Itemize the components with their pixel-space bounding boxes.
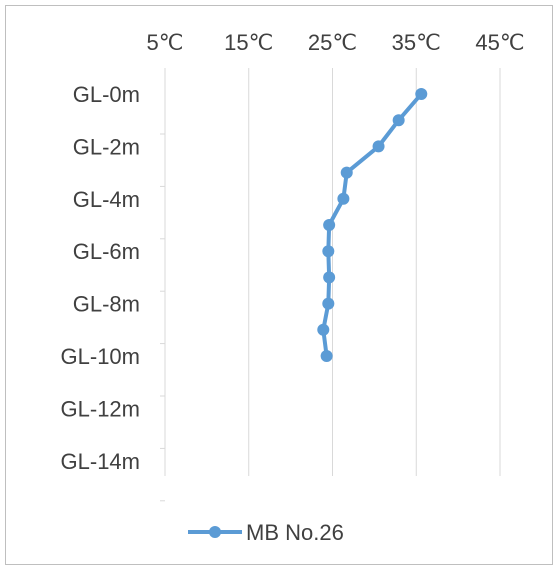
legend: MB No.26 xyxy=(188,520,344,545)
y-tick-label: GL-14m xyxy=(61,449,140,474)
x-tick-label: 5℃ xyxy=(147,30,184,55)
y-tick-label: GL-8m xyxy=(73,292,140,317)
data-point xyxy=(340,166,353,179)
series-line-0 xyxy=(321,92,423,357)
series-group xyxy=(317,88,428,362)
grid-lines xyxy=(160,68,501,502)
data-point xyxy=(392,114,405,127)
data-point xyxy=(415,88,428,100)
x-tick-label: 15℃ xyxy=(224,30,273,55)
data-point xyxy=(317,323,330,336)
x-tick-label: 35℃ xyxy=(392,30,441,55)
data-point xyxy=(322,245,335,258)
data-point xyxy=(323,219,336,231)
chart-frame xyxy=(5,5,553,565)
y-tick-label: GL-2m xyxy=(73,134,140,159)
y-tick-label: GL-4m xyxy=(73,187,140,212)
y-tick-labels: GL-0m GL-2m GL-4m GL-6m GL-8m GL-10m GL-12m GL-… xyxy=(61,82,140,474)
data-point xyxy=(337,192,350,205)
x-tick-label: 45℃ xyxy=(475,30,524,55)
x-tick-labels: 5℃ 15℃ 25℃ 35℃ 45℃ xyxy=(147,30,525,55)
y-tick-label: GL-12m xyxy=(61,396,140,421)
y-tick-label: GL-0m xyxy=(73,82,140,107)
x-tick-label: 25℃ xyxy=(308,30,357,55)
data-point xyxy=(320,350,333,362)
data-point xyxy=(323,271,336,284)
legend-label-mb-no-26: MB No.26 xyxy=(246,520,344,545)
legend-marker-mb-no-26 xyxy=(209,526,221,538)
data-point xyxy=(322,297,335,310)
y-tick-label: GL-6m xyxy=(73,239,140,264)
y-tick-label: GL-10m xyxy=(61,344,140,369)
data-point xyxy=(372,140,385,153)
